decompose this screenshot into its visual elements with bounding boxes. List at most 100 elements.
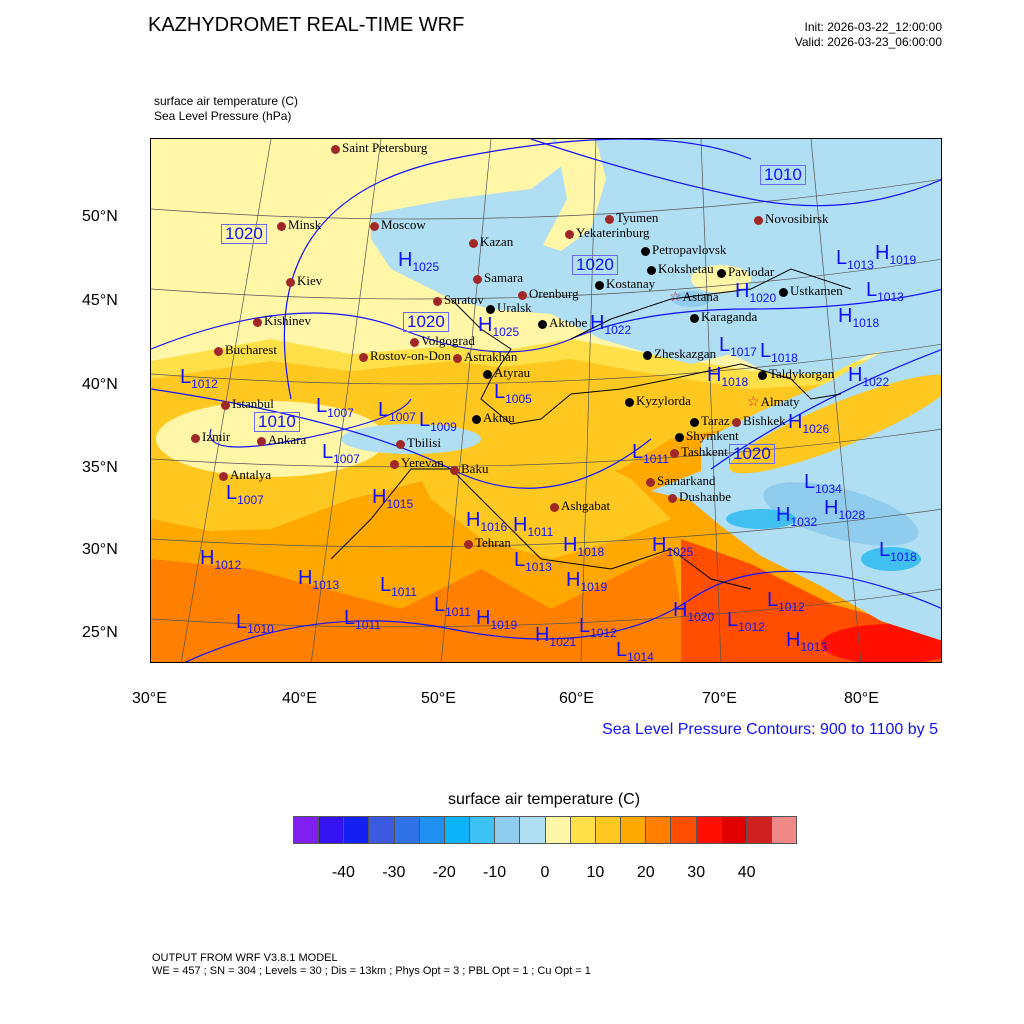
pressure-value: 1025 (666, 545, 694, 559)
pressure-letter: H (652, 534, 667, 556)
city-marker-icon (538, 319, 547, 329)
colorbar-title: surface air temperature (C) (447, 791, 641, 808)
city-marker-icon (758, 370, 767, 380)
city-marker-icon (286, 277, 295, 287)
borders (330, 268, 852, 590)
city-marker-icon (390, 459, 399, 469)
init-time: Init: 2026-03-22_12:00:00 (804, 20, 942, 34)
city-marker-icon (486, 304, 495, 314)
isobar-label: 1020 (729, 444, 775, 464)
city-label: Uralsk (497, 300, 532, 315)
pressure-value: 1034 (815, 482, 842, 496)
lat-label: 45°N (82, 292, 118, 309)
city-marker-icon (518, 290, 527, 300)
city-label: Astana (682, 289, 719, 304)
pressure-letter: H (563, 534, 578, 556)
pressure-value: 1015 (386, 497, 414, 511)
city-label: Petropavlovsk (652, 242, 727, 257)
colorbar-tick-label: -10 (483, 864, 507, 881)
pressure-letter: H (298, 567, 313, 589)
high-pressure-center: H1018 (707, 365, 748, 388)
colorbar-tick-label: 40 (737, 864, 756, 881)
high-pressure-center: H1019 (476, 608, 517, 631)
pressure-letter: H (535, 624, 550, 646)
colorbar-swatch (771, 817, 797, 843)
pressure-letter: L (434, 594, 446, 616)
high-pressure-center: H1018 (838, 306, 879, 329)
chart-title: KAZHYDROMET REAL-TIME WRF (148, 14, 465, 36)
pressure-letter: L (380, 574, 392, 596)
city-label: Bishkek (743, 413, 786, 428)
colorbar-swatch (419, 817, 445, 843)
city-marker-icon (277, 221, 286, 231)
city-label: Ustkamen (790, 283, 843, 298)
colorbar-swatch (444, 817, 471, 843)
city-marker-icon (732, 417, 741, 427)
high-pressure-center: H1015 (372, 487, 413, 510)
city-label: Antalya (230, 467, 272, 482)
low-pressure-center: L1010 (236, 612, 274, 635)
city-marker-icon (214, 346, 223, 356)
colorbar-tick-label: -40 (331, 864, 355, 881)
city-label: Karaganda (701, 309, 758, 324)
temp-band-30-35 (821, 624, 941, 662)
high-pressure-center: H1011 (513, 515, 553, 538)
city-label: Volgograd (421, 333, 475, 348)
city-label: Kostanay (606, 276, 656, 291)
colorbar (293, 816, 797, 844)
high-pressure-center: H1019 (875, 243, 916, 266)
city-izmir: Izmir (191, 430, 230, 443)
colorbar-swatch (294, 817, 320, 843)
city-marker-icon (565, 229, 574, 239)
city-shymkent: Shymkent (675, 429, 739, 442)
city-label: Kyzylorda (636, 393, 691, 408)
city-moscow: Moscow (370, 218, 426, 231)
high-pressure-center: H1012 (200, 548, 241, 571)
pressure-letter: L (378, 399, 390, 421)
pressure-letter: L (767, 589, 779, 611)
capital-star-icon: ☆ (669, 290, 682, 305)
pressure-letter: H (788, 411, 803, 433)
high-pressure-center: H1013 (298, 568, 339, 591)
slp-contour-note: Sea Level Pressure Contours: 900 to 1100… (602, 721, 938, 738)
run-times: Init: 2026-03-22_12:00:00 Valid: 2026-03… (795, 20, 942, 50)
pressure-value: 1018 (852, 316, 880, 330)
city-marker-icon (257, 436, 266, 446)
city-kazan: Kazan (469, 235, 513, 248)
city-saint-petersburg: Saint Petersburg (331, 141, 427, 154)
city-marker-icon (221, 400, 230, 410)
city-samarkand: Samarkand (646, 474, 715, 487)
pressure-value: 1018 (577, 545, 605, 559)
low-pressure-center: L1018 (760, 341, 798, 364)
pressure-letter: L (866, 279, 878, 301)
pressure-value: 1017 (730, 345, 757, 359)
pressure-letter: L (632, 441, 644, 463)
pressure-letter: L (236, 611, 248, 633)
city-label: Saratov (444, 292, 484, 307)
low-pressure-center: L1012 (180, 367, 218, 390)
city-ankara: Ankara (257, 433, 306, 446)
city-marker-icon (331, 144, 340, 154)
city-label: Tbilisi (407, 435, 441, 450)
city-marker-icon (396, 439, 405, 449)
low-pressure-center: L1007 (226, 483, 264, 506)
pressure-value: 1020 (749, 291, 777, 305)
city-kostanay: Kostanay (595, 277, 655, 290)
field-pressure: Sea Level Pressure (hPa) (154, 109, 292, 123)
pressure-letter: L (719, 334, 731, 356)
city-antalya: Antalya (219, 468, 271, 481)
city-label: Aktau (483, 410, 515, 425)
pressure-value: 1009 (430, 420, 457, 434)
pressure-letter: L (226, 482, 238, 504)
city-marker-icon (595, 280, 604, 290)
lon-label: 80°E (844, 690, 879, 707)
pressure-value: 1018 (721, 375, 749, 389)
city-yerevan: Yerevan (390, 456, 444, 469)
city-marker-icon (464, 539, 473, 549)
low-pressure-center: L1013 (514, 550, 552, 573)
lat-label: 35°N (82, 459, 118, 476)
city-label: Tehran (475, 535, 511, 550)
pressure-letter: H (398, 249, 413, 271)
colorbar-swatch (495, 817, 521, 843)
lat-label: 25°N (82, 624, 118, 641)
